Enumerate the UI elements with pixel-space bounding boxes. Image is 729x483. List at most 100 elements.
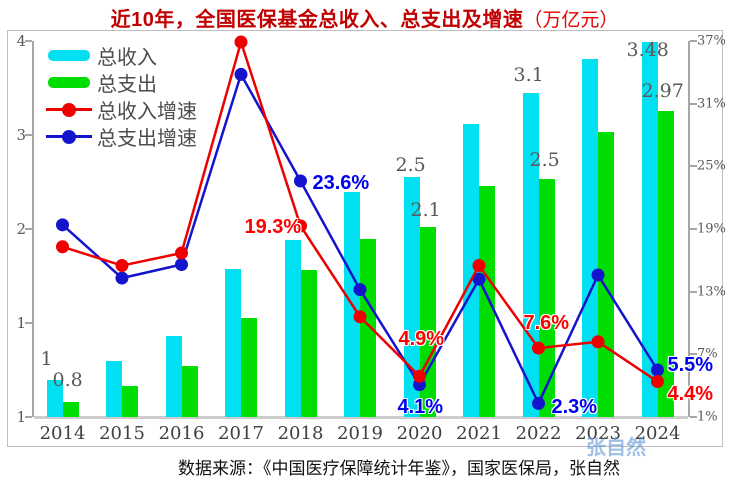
x-axis-label-2019: 2019	[337, 423, 383, 444]
bar-总支出-2022	[538, 179, 555, 417]
bar-总收入-2015	[106, 360, 122, 417]
right-axis-tick-label: 13%	[697, 284, 726, 300]
bar-value-label-总收入-2020: 2.5	[395, 154, 426, 177]
point-总支出增速-2019	[353, 283, 367, 297]
bar-总支出-2016	[181, 366, 198, 417]
point-总收入增速-2014	[56, 240, 69, 254]
point-总收入增速-2020	[413, 369, 426, 383]
x-axis-label-2024: 2024	[634, 423, 681, 444]
x-axis-label-2020: 2020	[396, 423, 443, 444]
source-caption: 数据来源：《中国医疗保障统计年鉴》，国家医保局，张自然	[178, 459, 620, 479]
left-axis-tick-label: 2	[16, 220, 26, 238]
plot-frame	[7, 30, 723, 447]
legend-line-marker-icon	[46, 129, 92, 144]
legend-item-总收入增速: 总收入增速	[46, 96, 197, 123]
growth-label-总收入增速-2022: 7.6%	[523, 312, 570, 335]
left-axis-line	[32, 41, 34, 417]
right-axis-tick-label: 1%	[697, 409, 718, 425]
swatch	[48, 50, 90, 61]
bar-总支出-2024	[657, 110, 674, 417]
right-axis-tick	[690, 290, 697, 293]
legend-item-总收入: 总收入	[46, 42, 197, 69]
right-axis-tick	[690, 40, 697, 42]
line-segment	[46, 102, 92, 117]
bar-总收入-2024	[641, 41, 658, 417]
x-axis-label-2017: 2017	[218, 423, 264, 444]
point-总收入增速-2021	[472, 259, 486, 273]
point-总收入增速-2022	[532, 341, 545, 355]
bar-总支出-2015	[122, 385, 138, 417]
right-axis-line	[688, 41, 690, 417]
growth-label-总支出增速-2020: 4.1%	[397, 395, 444, 418]
left-axis-tick-label: 3	[16, 126, 26, 144]
chart-title: 近10年，全国医保基金总收入、总支出及增速（万亿元）	[0, 3, 729, 32]
growth-label-总收入增速-2018: 19.3%	[244, 215, 302, 238]
point-总支出增速-2016	[175, 258, 188, 272]
bar-value-label-总支出-2022: 2.5	[529, 149, 560, 172]
growth-label-总支出增速-2022: 2.3%	[551, 396, 598, 419]
bar-总收入-2020	[403, 177, 420, 417]
bar-总支出-2014	[62, 401, 79, 417]
legend-item-总支出增速: 总支出增速	[46, 123, 197, 150]
growth-label-总支出增速-2024: 5.5%	[667, 354, 714, 376]
left-axis-tick-label: 1	[16, 408, 26, 426]
bar-总收入-2016	[165, 336, 182, 417]
bar-value-label-总支出-2014: 0.8	[52, 368, 83, 391]
point-总收入增速-2019	[353, 310, 367, 324]
x-axis-label-2018: 2018	[277, 423, 324, 444]
chart-title-text: 近10年，全国医保基金总收入、总支出及增速	[110, 9, 524, 31]
growth-label-总收入增速-2024: 4.4%	[667, 383, 714, 406]
legend-item-总支出: 总支出	[46, 69, 197, 96]
right-axis-tick-label: 25%	[697, 158, 726, 174]
bar-value-label-总支出-2024: 2.97	[641, 79, 684, 102]
legend-label: 总收入	[97, 47, 157, 69]
bar-总支出-2019	[360, 239, 376, 417]
point-总支出增速-2017	[234, 67, 248, 81]
left-axis-tick-label: 1	[16, 314, 26, 332]
legend: 总收入总支出总收入增速总支出增速	[46, 42, 197, 150]
bar-value-label-总收入-2014: 1	[40, 348, 53, 371]
bar-总收入-2023	[582, 58, 598, 417]
point-总收入增速-2017	[234, 35, 248, 49]
legend-bar-swatch-icon	[46, 50, 92, 61]
bar-总收入-2017	[225, 269, 241, 417]
watermark: 张自然	[586, 437, 646, 459]
left-axis-tick	[25, 416, 32, 418]
dot	[62, 129, 76, 144]
point-总收入增速-2018	[294, 219, 307, 233]
x-axis-label-2022: 2022	[515, 423, 562, 444]
chart-title-unit: （万亿元）	[523, 9, 619, 31]
bar-value-label-总收入-2024: 3.48	[626, 38, 669, 61]
point-总支出增速-2014	[56, 218, 69, 232]
x-axis-label-2016: 2016	[158, 423, 205, 444]
x-axis-label-2021: 2021	[456, 423, 502, 444]
point-总支出增速-2021	[472, 272, 486, 286]
legend-label: 总支出增速	[97, 128, 197, 150]
left-axis-tick	[25, 40, 32, 42]
left-axis-tick	[25, 134, 32, 136]
bar-value-label-总收入-2022: 3.1	[513, 63, 544, 86]
point-总支出增速-2022	[532, 396, 545, 410]
growth-label-总支出增速-2018: 23.6%	[312, 171, 370, 194]
right-axis-tick-label: 19%	[697, 221, 726, 237]
legend-label: 总支出	[97, 74, 157, 96]
point-总收入增速-2023	[591, 335, 605, 349]
x-axis-label-2015: 2015	[99, 423, 145, 444]
bar-总收入-2018	[284, 240, 301, 417]
point-总支出增速-2023	[591, 268, 605, 282]
right-axis-tick	[690, 165, 697, 168]
line-segment	[46, 129, 92, 144]
right-axis-tick	[690, 228, 697, 230]
point-总收入增速-2015	[115, 259, 129, 273]
bar-value-label-总支出-2020: 2.1	[410, 199, 441, 222]
point-总支出增速-2015	[115, 271, 129, 285]
growth-label-总收入增速-2020: 4.9%	[398, 328, 445, 351]
right-axis-tick-label: 7%	[697, 346, 718, 362]
right-axis-tick-label: 37%	[697, 33, 726, 49]
legend-label: 总收入增速	[97, 101, 197, 123]
left-axis-tick-label: 4	[16, 32, 26, 50]
swatch	[48, 77, 90, 88]
legend-line-marker-icon	[46, 102, 92, 117]
